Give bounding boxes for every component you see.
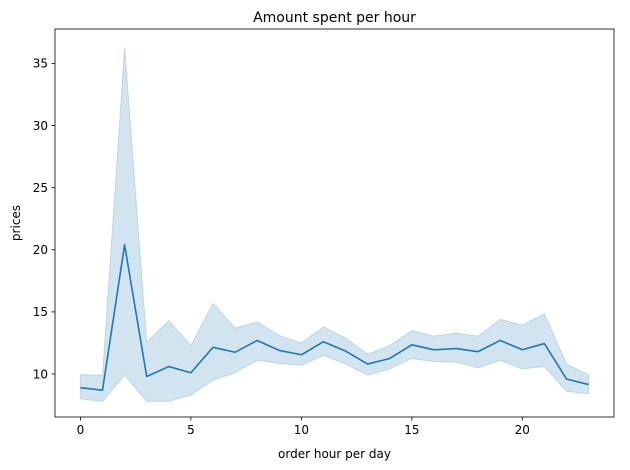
x-tick-label: 5 xyxy=(187,423,195,437)
y-tick-label: 35 xyxy=(33,57,48,71)
y-tick-label: 20 xyxy=(33,243,48,257)
chart-title: Amount spent per hour xyxy=(253,10,416,26)
y-tick-label: 30 xyxy=(33,119,48,133)
mean-price-line xyxy=(80,244,589,391)
axes-frame xyxy=(54,28,615,418)
x-axis-ticks: 0 5 10 15 20 xyxy=(77,417,530,437)
confidence-band xyxy=(79,47,590,402)
y-tick-label: 15 xyxy=(33,305,48,319)
x-axis-label: order hour per day xyxy=(278,447,391,461)
y-axis-label: prices xyxy=(9,205,23,241)
y-axis-ticks: 10 15 20 25 30 35 xyxy=(33,57,55,381)
y-tick-label: 25 xyxy=(33,181,48,195)
x-tick-label: 10 xyxy=(294,423,309,437)
x-tick-label: 0 xyxy=(77,423,85,437)
y-tick-label: 10 xyxy=(33,367,48,381)
x-tick-label: 20 xyxy=(515,423,530,437)
x-tick-label: 15 xyxy=(404,423,419,437)
plot-area xyxy=(79,47,590,402)
